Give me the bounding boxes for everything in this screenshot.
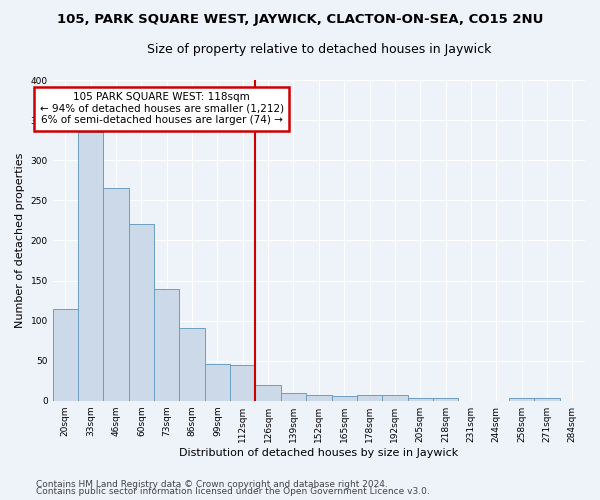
Text: Contains HM Land Registry data © Crown copyright and database right 2024.: Contains HM Land Registry data © Crown c… xyxy=(36,480,388,489)
Bar xyxy=(281,392,306,400)
Bar xyxy=(230,364,256,400)
Y-axis label: Number of detached properties: Number of detached properties xyxy=(15,153,25,328)
Text: Contains public sector information licensed under the Open Government Licence v3: Contains public sector information licen… xyxy=(36,487,430,496)
Bar xyxy=(509,398,535,400)
Bar xyxy=(433,398,458,400)
Bar xyxy=(407,398,433,400)
Bar xyxy=(53,308,78,400)
Bar xyxy=(306,395,332,400)
Bar xyxy=(256,384,281,400)
Bar xyxy=(179,328,205,400)
Bar xyxy=(129,224,154,400)
Bar xyxy=(357,395,382,400)
Bar xyxy=(78,132,103,400)
Bar xyxy=(382,395,407,400)
Bar xyxy=(535,398,560,400)
Bar xyxy=(205,364,230,401)
Bar xyxy=(103,188,129,400)
Title: Size of property relative to detached houses in Jaywick: Size of property relative to detached ho… xyxy=(146,42,491,56)
Text: 105 PARK SQUARE WEST: 118sqm
← 94% of detached houses are smaller (1,212)
6% of : 105 PARK SQUARE WEST: 118sqm ← 94% of de… xyxy=(40,92,284,126)
Bar xyxy=(154,288,179,401)
Bar xyxy=(332,396,357,400)
Text: 105, PARK SQUARE WEST, JAYWICK, CLACTON-ON-SEA, CO15 2NU: 105, PARK SQUARE WEST, JAYWICK, CLACTON-… xyxy=(57,12,543,26)
X-axis label: Distribution of detached houses by size in Jaywick: Distribution of detached houses by size … xyxy=(179,448,458,458)
